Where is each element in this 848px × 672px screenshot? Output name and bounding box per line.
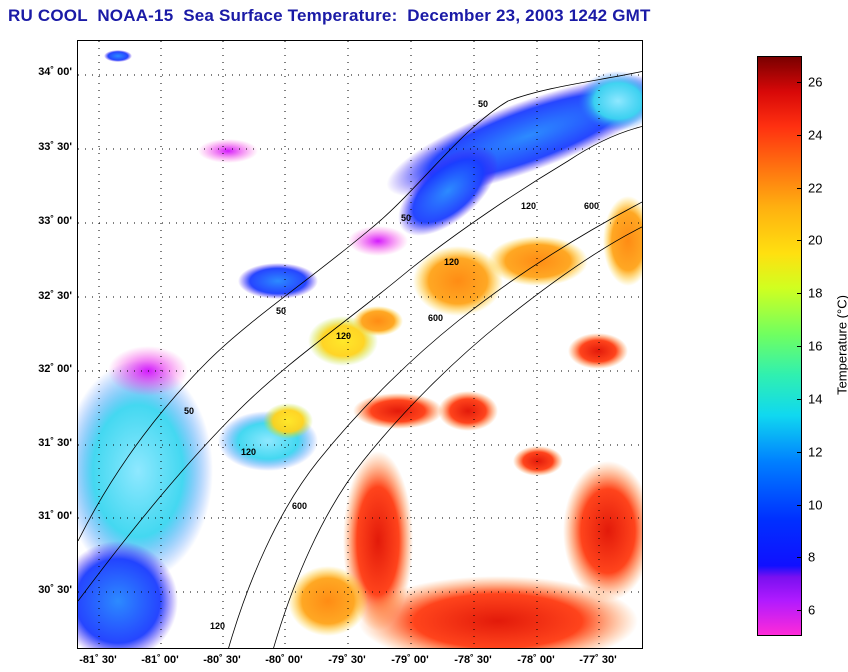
lon-label: -77˚ 30': [579, 654, 617, 666]
contour-label: 120: [336, 331, 352, 341]
sst-map: 50 50 50 50 120 120 120 120 600 600 600 …: [77, 40, 643, 649]
lon-label: -78˚ 30': [454, 654, 492, 666]
colorbar-label: 26: [808, 74, 823, 90]
lat-label: 34˚ 00': [38, 66, 72, 78]
colorbar-tick: [797, 135, 802, 136]
lon-label: -79˚ 30': [328, 654, 366, 666]
lon-label: -79˚ 00': [391, 654, 429, 666]
contour-label: 50: [184, 406, 195, 416]
lat-label: 30˚ 30': [38, 584, 72, 596]
sst-field: [78, 50, 642, 648]
lat-label: 31˚ 30': [38, 437, 72, 449]
lat-label: 31˚ 00': [38, 510, 72, 522]
colorbar-title: Temperature (°C): [834, 295, 848, 395]
lon-label: -81˚ 30': [79, 654, 117, 666]
sst-map-canvas: [78, 41, 642, 648]
colorbar-label: 18: [808, 285, 823, 301]
lat-label: 33˚ 30': [38, 141, 72, 153]
lon-label: -78˚ 00': [517, 654, 555, 666]
colorbar-label: 22: [808, 180, 823, 196]
contour-label: 120: [444, 257, 460, 267]
colorbar-tick: [797, 293, 802, 294]
lat-label: 33˚ 00': [38, 215, 72, 227]
map-title: RU COOL NOAA-15 Sea Surface Temperature:…: [8, 6, 651, 25]
colorbar-tick: [797, 610, 802, 611]
colorbar-label: 14: [808, 391, 823, 407]
contour-label: 120: [521, 201, 537, 211]
colorbar-tick: [797, 505, 802, 506]
colorbar-label: 8: [808, 549, 816, 565]
lat-label: 32˚ 00': [38, 363, 72, 375]
colorbar-label: 6: [808, 602, 816, 618]
contour-label: 120: [241, 447, 257, 457]
lon-label: -81˚ 00': [141, 654, 179, 666]
contour-label: 600: [292, 501, 308, 511]
colorbar-tick: [797, 240, 802, 241]
lat-label: 32˚ 30': [38, 290, 72, 302]
colorbar-label: 12: [808, 444, 823, 460]
colorbar-tick: [797, 399, 802, 400]
contour-label: 50: [276, 306, 287, 316]
temperature-colorbar: [757, 56, 802, 636]
colorbar-tick: [797, 557, 802, 558]
colorbar-label: 10: [808, 497, 823, 513]
lon-label: -80˚ 30': [203, 654, 241, 666]
contour-label: 600: [584, 201, 600, 211]
contour-label: 50: [478, 99, 489, 109]
colorbar-tick: [797, 346, 802, 347]
colorbar-label: 24: [808, 127, 823, 143]
bathymetry-contours: [78, 71, 642, 648]
contour-label: 120: [210, 621, 226, 631]
colorbar-tick: [797, 452, 802, 453]
contour-label: 50: [401, 213, 412, 223]
colorbar-tick: [797, 82, 802, 83]
colorbar-tick: [797, 188, 802, 189]
colorbar-label: 20: [808, 232, 823, 248]
contour-label: 600: [428, 313, 444, 323]
colorbar-label: 16: [808, 338, 823, 354]
lon-label: -80˚ 00': [265, 654, 303, 666]
